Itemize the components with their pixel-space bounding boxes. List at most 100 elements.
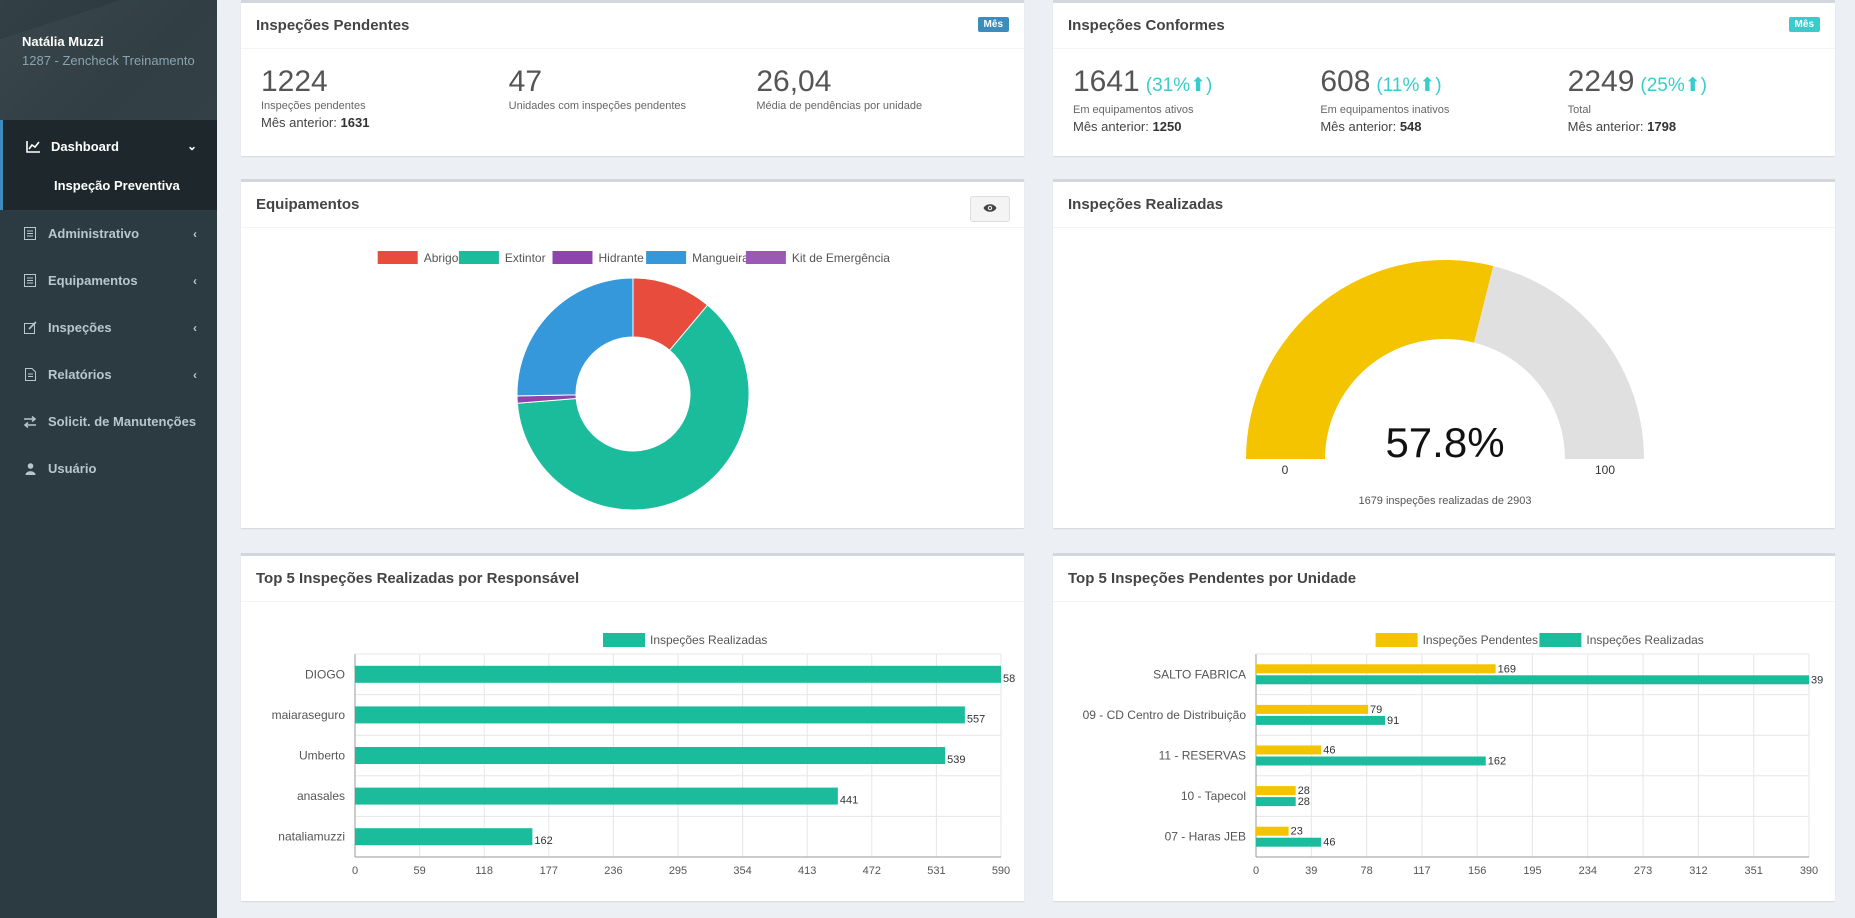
y-tick-label: Umberto [299,749,345,763]
bar-value-label: 441 [840,795,858,807]
stat-percent: (25%⬆) [1640,75,1708,96]
x-tick-label: 0 [352,865,358,877]
x-tick-label: 195 [1523,865,1541,877]
user-icon [22,462,38,476]
stat-label: Em equipamentos inativos [1320,104,1450,116]
legend-swatch [458,251,499,264]
realizadas-gauge-chart: 57.8% 0 100 1679 inspeções realizadas de 29… [1246,260,1644,507]
bar-value-label: 91 [1387,715,1399,727]
period-badge: Mês [977,17,1009,32]
sidebar-item-usuario[interactable]: Usuário [0,445,217,492]
stat-ativos: 1641 (31%⬆) Em equipamentos ativos Mês an… [1073,65,1320,134]
legend-swatch [1375,633,1418,647]
x-tick-label: 531 [927,865,945,877]
y-tick-label: nataliamuzzi [278,830,345,844]
chevron-left-icon: ‹ [193,226,197,241]
bar-value-label: 162 [1488,756,1506,768]
donut-slice [516,304,750,511]
box-title: Top 5 Inspeções Realizadas por Responsáv… [256,570,580,587]
legend-swatch [745,251,786,264]
user-name: Natália Muzzi [22,34,104,49]
stat-previous: Mês anterior: 1798 [1567,119,1677,134]
sidebar: Natália Muzzi 1287 - Zencheck Treinament… [0,0,217,918]
legend-swatch [603,633,645,647]
bar [355,665,1001,683]
bar [1256,675,1809,685]
x-tick-label: 118 [475,865,493,877]
bar-value-label: 557 [967,713,985,725]
chevron-left-icon: ‹ [193,273,197,288]
box-equipamentos: Equipamentos Abrigo Extintor Hidrante Mangu… [241,179,1024,528]
gauge-max-label: 100 [1595,463,1615,477]
bar-value-label: 46 [1323,837,1335,849]
bar-value-label: 23 [1291,826,1303,838]
gauge-min-label: 0 [1282,463,1289,477]
stat-value: 1224 [261,65,328,98]
stat-label: Total [1567,104,1591,116]
equipamentos-donut-chart: Abrigo Extintor Hidrante Mangueira Kit de Em… [377,251,890,511]
box-inspecoes-realizadas: Inspeções Realizadas 57.8% 0 100 1679 inspe… [1053,179,1835,528]
x-tick-label: 590 [992,865,1010,877]
arrow-up-icon: ⬆) [1684,75,1708,96]
box-title: Inspeções Pendentes [256,17,410,34]
eye-icon [983,200,997,218]
sidebar-item-label: Solicit. de Manutenções [48,414,197,429]
chevron-left-icon: ‹ [193,367,197,382]
period-badge: Mês [1788,17,1820,32]
legend-label: Abrigo [424,251,459,265]
toggle-view-button[interactable] [970,196,1010,222]
legend-label: Inspeções Realizadas [650,633,767,647]
box-top-unidade: Top 5 Inspeções Pendentes por Unidade In… [1053,553,1835,901]
stat-value: 47 [508,65,543,98]
sidebar-item-administrativo[interactable]: Administrativo ‹ [0,210,217,257]
bar-value-label: 39 [1811,674,1823,686]
bar [1256,715,1386,725]
legend-label: Extintor [505,251,546,265]
arrow-up-icon: ⬆) [1190,75,1213,96]
sidebar-item-relatorios[interactable]: Relatórios ‹ [0,351,217,398]
y-tick-label: 07 - Haras JEB [1165,830,1246,844]
x-tick-label: 295 [669,865,687,877]
box-title: Inspeções Conformes [1068,17,1225,34]
stat-pendentes: 1224 Inspeções pendentes Mês anterior: 1… [261,65,509,130]
x-tick-label: 39 [1305,865,1317,877]
gauge-caption: 1679 inspeções realizadas de 2903 [1358,495,1531,507]
arrow-up-icon: ⬆) [1419,75,1442,96]
box-title: Top 5 Inspeções Pendentes por Unidade [1068,570,1357,587]
sidebar-item-solicit-manutencoes[interactable]: Solicit. de Manutenções [0,398,217,445]
stat-value: 2249 [1567,65,1635,98]
x-tick-label: 472 [863,865,881,877]
stat-percent: (31%⬆) [1145,75,1213,96]
bar [1256,786,1296,796]
bar-value-label: 46 [1323,745,1335,757]
sidebar-item-inspecoes[interactable]: Inspeções ‹ [0,304,217,351]
bar [1256,837,1322,847]
user-org: 1287 - Zencheck Treinamento [22,53,195,68]
sidebar-item-label: Usuário [48,461,97,476]
legend-swatch [552,251,593,264]
stat-label: Em equipamentos ativos [1073,104,1194,116]
donut-slice [516,277,634,397]
box-inspecoes-pendentes: Inspeções Pendentes Mês 1224 Inspeções p… [241,0,1024,156]
y-tick-label: maiaraseguro [272,708,346,722]
sidebar-item-equipamentos[interactable]: Equipamentos ‹ [0,257,217,304]
stat-value: 26,04 [756,65,832,98]
sidebar-item-label: Relatórios [48,367,112,382]
stat-media: 26,04 Média de pendências por unidade [756,65,1004,130]
stat-inativos: 608 (11%⬆) Em equipamentos inativos Mês a… [1320,65,1567,134]
bar [1256,826,1289,836]
box-title: Inspeções Realizadas [1068,196,1224,213]
box-inspecoes-conformes: Inspeções Conformes Mês 1641 (31%⬆) Em eq… [1053,0,1835,156]
x-tick-label: 78 [1360,865,1372,877]
bar [1256,756,1486,766]
stat-label: Média de pendências por unidade [756,100,923,112]
stat-value: 1641 [1073,65,1140,98]
stat-label: Unidades com inspeções pendentes [508,100,687,112]
legend-swatch [377,251,418,264]
sidebar-item-dashboard[interactable]: Dashboard ⌄ [0,120,217,172]
sidebar-item-label: Inspeções [48,320,112,335]
sidebar-item-inspecao-preventiva[interactable]: Inspeção Preventiva [54,178,180,193]
stat-label: Inspeções pendentes [261,100,366,112]
y-tick-label: anasales [297,789,345,803]
bar-value-label: 79 [1370,704,1382,716]
